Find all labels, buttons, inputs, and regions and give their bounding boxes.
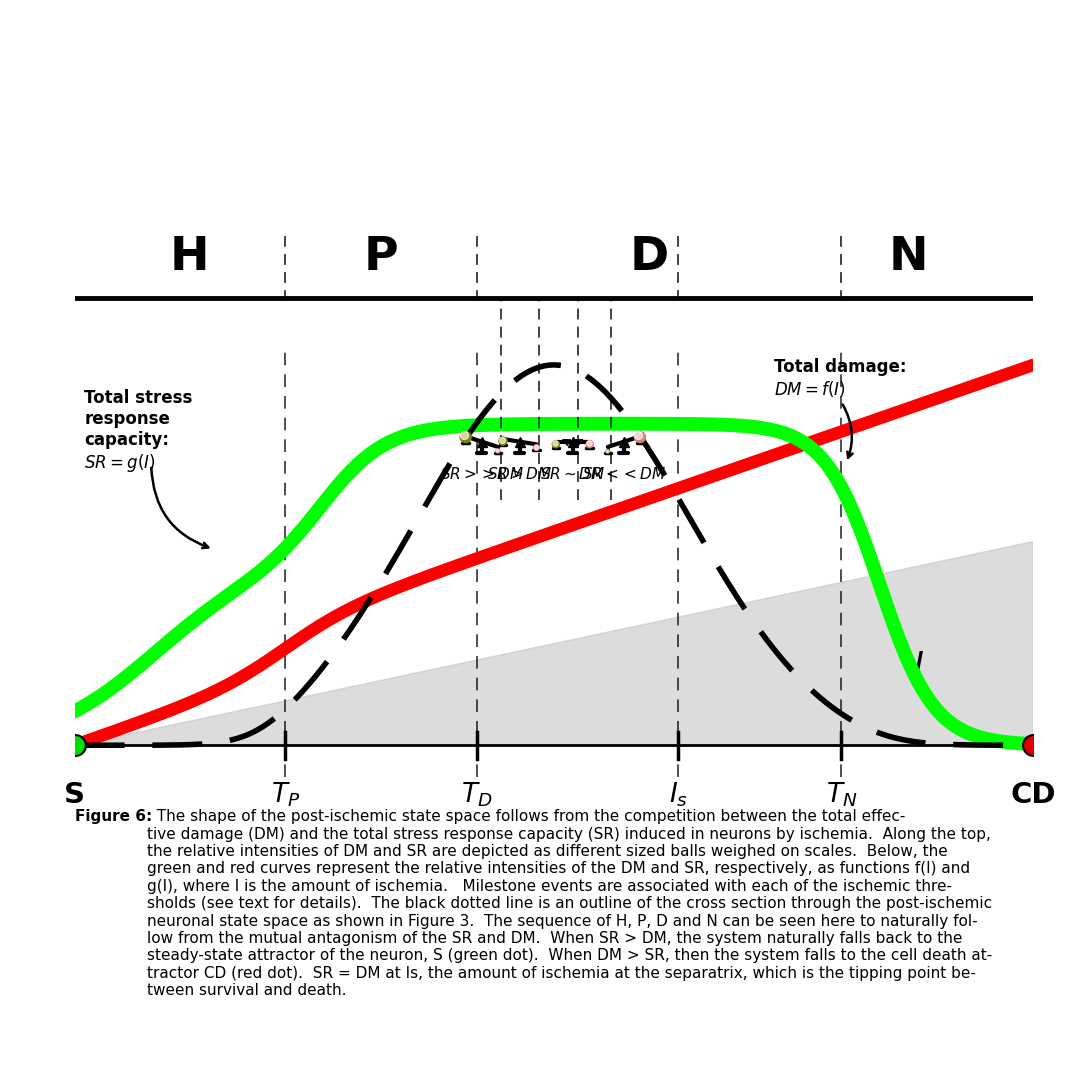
Polygon shape bbox=[75, 541, 1033, 746]
Circle shape bbox=[606, 450, 609, 453]
Text: $T_D$: $T_D$ bbox=[461, 780, 493, 809]
Circle shape bbox=[586, 441, 593, 448]
Text: $SR > DM$: $SR > DM$ bbox=[487, 466, 553, 482]
Text: H: H bbox=[169, 236, 210, 281]
Circle shape bbox=[460, 431, 471, 442]
Text: CD: CD bbox=[1011, 780, 1055, 808]
Text: N: N bbox=[888, 236, 929, 281]
Text: $SR \sim DM$: $SR \sim DM$ bbox=[540, 466, 606, 482]
Text: S: S bbox=[64, 780, 85, 808]
Text: $T_P$: $T_P$ bbox=[271, 780, 300, 809]
Text: Total damage:
$DM = f(I)$: Total damage: $DM = f(I)$ bbox=[774, 358, 906, 399]
Text: $T_N$: $T_N$ bbox=[825, 780, 857, 809]
Text: $SR << DM$: $SR << DM$ bbox=[581, 466, 666, 482]
Text: The shape of the post-ischemic state space follows from the competition between : The shape of the post-ischemic state spa… bbox=[147, 809, 993, 999]
Text: $SR >> DM$: $SR >> DM$ bbox=[440, 466, 524, 482]
Text: Total stress
response
capacity:
$SR = g(I)$: Total stress response capacity: $SR = g(… bbox=[84, 390, 193, 475]
Text: D: D bbox=[630, 236, 669, 281]
Circle shape bbox=[496, 449, 499, 453]
Circle shape bbox=[498, 437, 507, 445]
Circle shape bbox=[553, 441, 559, 448]
Circle shape bbox=[635, 431, 645, 442]
Text: $\it{I}$: $\it{I}$ bbox=[913, 650, 923, 683]
Text: $I_s$: $I_s$ bbox=[669, 780, 688, 809]
Text: P: P bbox=[364, 236, 398, 281]
Text: Figure 6:: Figure 6: bbox=[75, 809, 152, 824]
Circle shape bbox=[534, 444, 539, 451]
